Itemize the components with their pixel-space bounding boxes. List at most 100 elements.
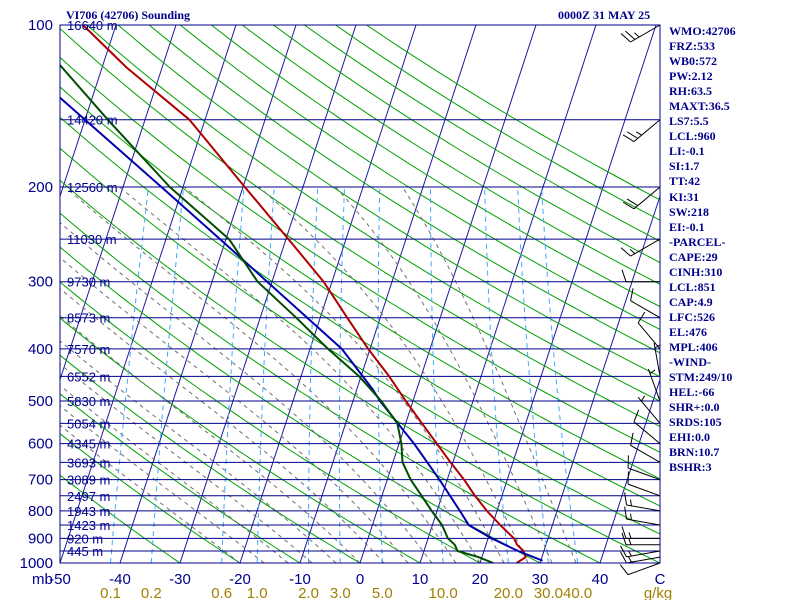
mixing-ratio-line	[541, 186, 579, 563]
wind-barb-feather	[621, 532, 627, 545]
stat-item: LCL:960	[669, 129, 716, 144]
wind-barb-staff	[626, 550, 661, 558]
wind-barb-layer	[619, 24, 661, 576]
wind-barb-staff	[637, 322, 661, 350]
wind-barb	[620, 238, 661, 257]
isotherm-line	[479, 25, 657, 563]
temperature-tick-label: C	[655, 571, 666, 588]
pressure-tick-label: 400	[28, 341, 53, 358]
wind-barb-feather	[620, 247, 631, 257]
wind-barb-staff	[637, 396, 661, 424]
wind-barb-feather	[626, 131, 639, 139]
stat-item: BSHR:3	[669, 460, 712, 475]
stat-item: FRZ:533	[669, 39, 715, 54]
moist-adiabat-line	[335, 186, 553, 563]
mixing-ratio-label: 30.0	[534, 585, 563, 600]
temperature-tick-label: 20	[472, 571, 489, 588]
stat-item: TT:42	[669, 174, 701, 189]
isotherm-line	[60, 25, 237, 563]
stat-item: LS7:5.5	[669, 114, 709, 129]
wind-barb	[630, 432, 661, 463]
wind-barb-feather	[619, 564, 629, 575]
pressure-tick-label: 300	[28, 274, 53, 291]
pressure-tick-label: 800	[28, 503, 53, 520]
wind-barb	[622, 119, 661, 143]
mixing-ratio-label: 5.0	[372, 585, 393, 600]
temperature-tick-label: 40	[592, 571, 609, 588]
wind-barb	[620, 24, 661, 43]
wind-barb-staff	[630, 24, 661, 43]
isotherm-line	[359, 25, 537, 563]
wind-barb-half-feather	[640, 395, 646, 402]
wind-barb-staff	[627, 562, 661, 576]
mixing-ratio-label: 10.0	[429, 585, 458, 600]
pressure-tick-label: 200	[28, 179, 53, 196]
height-label: 2497 m	[67, 489, 110, 504]
wind-barb-staff	[633, 186, 661, 210]
wind-barb-feather	[630, 288, 634, 301]
wind-barb-feather	[637, 311, 646, 324]
wind-barb-staff	[626, 556, 661, 564]
stat-item: BRN:10.7	[669, 445, 720, 460]
wind-barb-feather	[624, 492, 628, 506]
height-label: 5054 m	[67, 416, 110, 431]
height-label: 1943 m	[67, 504, 110, 519]
temperature-tick-label: -30	[169, 571, 191, 588]
moist-adiabat-line	[60, 256, 409, 563]
stat-item: KI:31	[669, 189, 699, 204]
wind-barb-feather	[621, 269, 627, 282]
wind-barb-feather	[620, 33, 631, 43]
stat-item: LFC:526	[669, 309, 715, 324]
wind-barb-half-feather	[627, 556, 632, 563]
wind-barb-staff	[626, 518, 661, 526]
isotherm-line	[60, 25, 117, 198]
pressure-tick-label: 900	[28, 530, 53, 547]
mixing-ratio-label: 2.0	[298, 585, 319, 600]
stat-item: -PARCEL-	[669, 234, 726, 249]
isotherm-line	[599, 377, 660, 563]
stat-item: EI:-0.1	[669, 219, 705, 234]
wind-barb-staff	[630, 300, 661, 319]
height-label: 9730 m	[67, 275, 110, 290]
height-label: 6552 m	[67, 369, 110, 384]
wind-barb-staff	[630, 238, 661, 257]
height-label: 12560 m	[67, 180, 118, 195]
wind-barb-staff	[627, 483, 661, 497]
stat-item: EL:476	[669, 324, 708, 339]
trace-layer	[60, 25, 543, 563]
mixing-ratio-label: 1.0	[247, 585, 268, 600]
temperature-tick-label: -50	[49, 571, 71, 588]
moist-adiabat-line	[60, 340, 337, 563]
isotherm-line	[119, 25, 297, 563]
wind-barb	[621, 269, 660, 283]
wind-barb	[627, 471, 661, 497]
wind-barb-half-feather	[635, 131, 642, 136]
pressure-unit-label: mb	[32, 571, 53, 588]
height-label: 3089 m	[67, 473, 110, 488]
temperature-tick-label: 10	[412, 571, 429, 588]
mixing-ratio-label: 40.0	[563, 585, 592, 600]
stat-item: CAP:4.9	[669, 294, 713, 309]
wind-barb-feather	[626, 198, 639, 207]
stat-item: CINH:310	[669, 264, 723, 279]
stat-item: MPL:406	[669, 339, 718, 354]
temperature-tick-label: 30	[532, 571, 549, 588]
mixing-ratio-line	[150, 186, 185, 563]
wind-barb-feather	[633, 409, 640, 422]
pressure-tick-label: 500	[28, 393, 53, 410]
temperature-tick-label: -20	[229, 571, 251, 588]
wind-barb-half-feather	[629, 249, 636, 254]
sounding-time: 0000Z 31 MAY 25	[558, 8, 651, 22]
wind-barb-staff	[647, 368, 661, 402]
wind-barb	[624, 506, 661, 526]
dewpoint-trace	[60, 63, 494, 563]
stat-item: SHR+:0.0	[669, 400, 720, 415]
wind-barb	[627, 455, 661, 481]
stability-indices-panel: WMO:42706 FRZ:533 WB0:572 PW:2.12 RH:63.5 MAX…	[669, 24, 736, 475]
stat-item: LI:-0.1	[669, 144, 705, 159]
wind-barb-half-feather	[628, 532, 632, 539]
wind-barb-feather	[620, 545, 627, 558]
wind-barb	[633, 409, 661, 445]
wind-barb-feather	[630, 432, 634, 446]
pressure-tick-label: 700	[28, 472, 53, 489]
